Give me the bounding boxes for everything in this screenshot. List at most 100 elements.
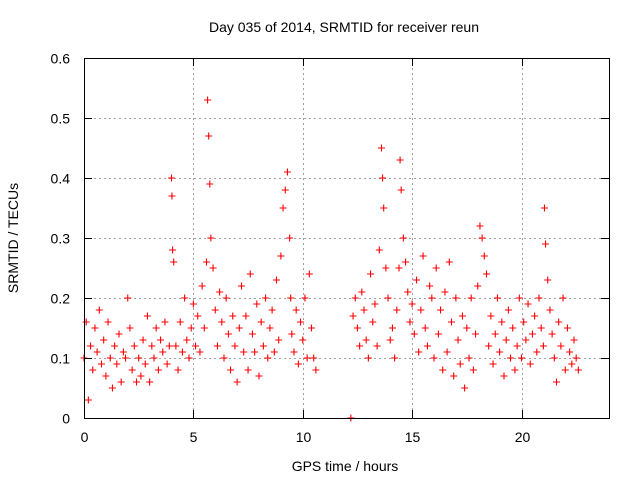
data-point <box>154 366 162 374</box>
data-point <box>95 306 103 314</box>
data-point <box>568 360 576 368</box>
data-point <box>454 336 462 344</box>
data-point <box>511 366 519 374</box>
data-point <box>178 348 186 356</box>
data-point <box>159 348 167 356</box>
data-point <box>533 348 541 356</box>
data-point <box>308 324 315 332</box>
data-point <box>189 300 197 308</box>
data-point <box>524 300 532 308</box>
data-point <box>259 342 267 350</box>
data-point <box>150 354 158 362</box>
data-point <box>287 294 295 302</box>
data-point <box>220 354 228 362</box>
data-point <box>378 144 385 152</box>
data-points <box>80 96 582 422</box>
data-point <box>518 354 525 362</box>
plot-frame <box>84 58 610 419</box>
x-tick-label: 5 <box>190 429 198 445</box>
data-point <box>277 252 285 260</box>
data-point <box>397 186 405 194</box>
x-tick-label: 10 <box>296 429 312 445</box>
data-point <box>406 318 414 326</box>
data-point <box>419 252 427 260</box>
data-point <box>542 240 550 248</box>
data-point <box>546 306 554 314</box>
data-point <box>104 318 112 326</box>
data-point <box>133 378 140 386</box>
data-point <box>203 258 210 266</box>
data-point <box>106 354 114 362</box>
data-point <box>115 330 123 338</box>
data-point <box>461 384 469 392</box>
data-point <box>476 222 484 230</box>
data-point <box>531 312 539 320</box>
data-point <box>430 354 438 362</box>
data-point <box>353 324 361 332</box>
data-point <box>437 306 445 314</box>
data-point <box>270 348 278 356</box>
data-point <box>143 312 151 320</box>
data-point <box>286 234 294 242</box>
data-point <box>380 204 388 212</box>
data-point <box>130 342 138 350</box>
data-point <box>268 306 276 314</box>
data-point <box>563 324 571 332</box>
data-point <box>493 294 501 302</box>
data-point <box>555 318 563 326</box>
data-point <box>194 312 202 320</box>
data-point <box>176 318 184 326</box>
y-tick-label: 0.1 <box>51 351 71 367</box>
data-point <box>507 354 515 362</box>
data-point <box>192 342 200 350</box>
data-point <box>364 354 372 362</box>
data-point <box>467 294 475 302</box>
data-point <box>205 132 213 140</box>
data-point <box>266 324 274 332</box>
data-point <box>242 312 250 320</box>
data-point <box>244 366 252 374</box>
data-point <box>102 372 110 380</box>
data-point <box>369 318 377 326</box>
data-point <box>248 330 256 338</box>
data-point <box>297 318 305 326</box>
data-point <box>111 342 119 350</box>
data-point <box>89 366 97 374</box>
data-point <box>415 348 423 356</box>
data-point <box>360 306 368 314</box>
data-point <box>312 366 320 374</box>
data-point <box>373 342 381 350</box>
data-point <box>408 300 416 308</box>
data-point <box>423 342 431 350</box>
data-point <box>410 330 418 338</box>
data-point <box>537 324 545 332</box>
data-point <box>489 360 497 368</box>
data-point <box>570 336 578 344</box>
data-point <box>262 294 270 302</box>
data-point <box>574 366 582 374</box>
data-point <box>100 336 108 344</box>
data-point <box>367 270 375 278</box>
data-point <box>463 324 471 332</box>
data-point <box>504 306 512 314</box>
data-point <box>122 354 130 362</box>
data-point <box>426 282 434 290</box>
data-point <box>528 330 536 338</box>
data-point <box>126 324 134 332</box>
data-point <box>362 336 370 344</box>
data-point <box>305 270 313 278</box>
data-point <box>301 294 309 302</box>
data-point <box>257 318 265 326</box>
data-point <box>222 294 230 302</box>
data-point <box>235 324 243 332</box>
data-point <box>356 342 364 350</box>
data-point <box>458 312 466 320</box>
data-point <box>509 324 517 332</box>
data-point <box>498 318 506 326</box>
data-point <box>139 336 147 344</box>
data-point <box>117 378 125 386</box>
data-point <box>487 312 495 320</box>
data-point <box>502 336 510 344</box>
data-point <box>469 366 477 374</box>
